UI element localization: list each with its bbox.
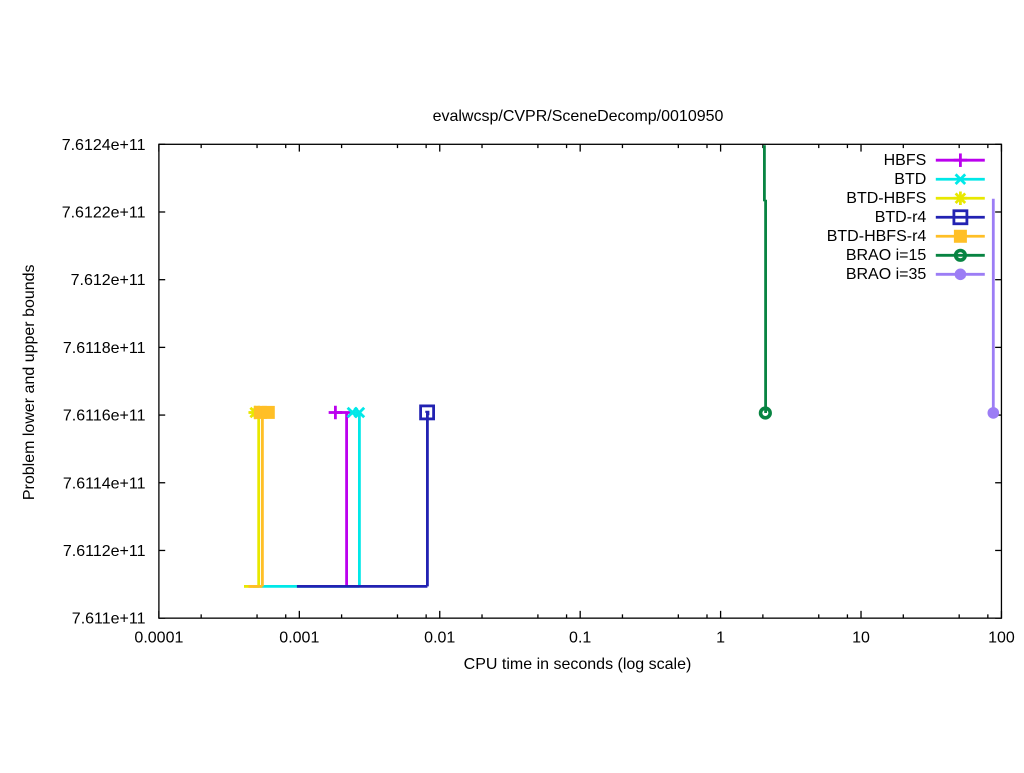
svg-text:BTD: BTD [894,171,926,188]
svg-text:7.6124e+11: 7.6124e+11 [62,137,146,154]
svg-text:BTD-HBFS: BTD-HBFS [846,190,926,207]
svg-text:7.6114e+11: 7.6114e+11 [63,475,146,492]
svg-text:7.6118e+11: 7.6118e+11 [63,340,146,357]
svg-text:7.6122e+11: 7.6122e+11 [62,204,146,221]
svg-text:7.6112e+11: 7.6112e+11 [63,543,146,560]
svg-text:BRAO i=15: BRAO i=15 [846,247,927,264]
svg-text:7.6116e+11: 7.6116e+11 [63,408,146,425]
svg-text:7.611e+11: 7.611e+11 [72,611,146,628]
svg-text:BTD-r4: BTD-r4 [875,209,927,226]
svg-text:0.0001: 0.0001 [134,630,183,647]
svg-text:100: 100 [988,630,1015,647]
svg-text:0.1: 0.1 [569,630,591,647]
svg-text:1: 1 [716,630,725,647]
svg-text:7.612e+11: 7.612e+11 [71,272,146,289]
svg-text:evalwcsp/CVPR/SceneDecomp/0010: evalwcsp/CVPR/SceneDecomp/0010950 [433,108,724,125]
svg-text:10: 10 [852,630,870,647]
svg-text:HBFS: HBFS [884,152,927,169]
svg-text:BTD-HBFS-r4: BTD-HBFS-r4 [827,228,927,245]
svg-text:0.001: 0.001 [279,630,319,647]
svg-text:BRAO i=35: BRAO i=35 [846,266,927,283]
svg-text:CPU time in seconds (log scale: CPU time in seconds (log scale) [464,656,692,673]
svg-text:0.01: 0.01 [424,630,455,647]
svg-text:Problem lower and upper bounds: Problem lower and upper bounds [21,264,38,500]
